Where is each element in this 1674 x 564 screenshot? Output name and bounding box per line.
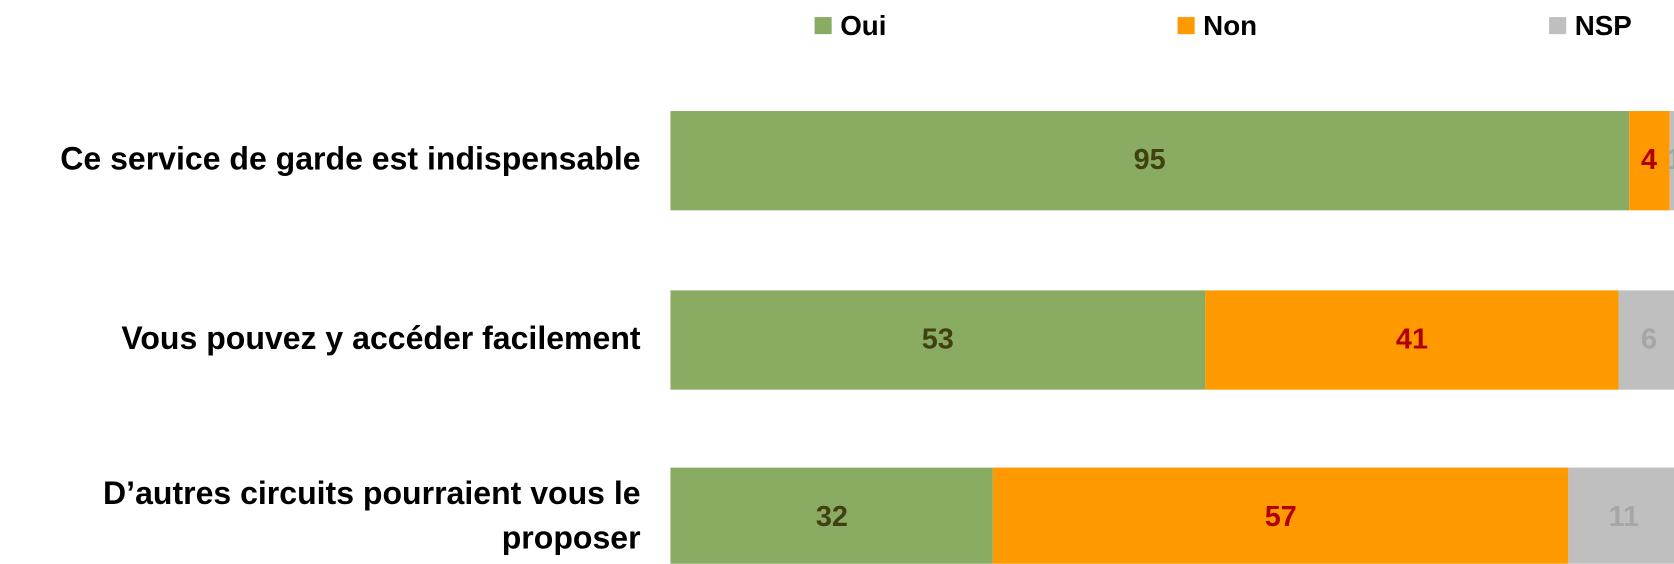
legend-label: Oui: [840, 9, 887, 42]
data-label: 95: [1133, 143, 1166, 176]
bar-segment: [1568, 467, 1674, 564]
data-label: 57: [1264, 500, 1297, 533]
category-label: Vous pouvez y accéder facilement: [121, 321, 641, 357]
category-label: D’autres circuits pourraient vous le pro…: [103, 476, 641, 557]
bar-segment: [1669, 110, 1674, 210]
bar-segment: [1628, 110, 1670, 210]
legend-swatch: [1177, 17, 1195, 35]
data-label: 1: [1666, 144, 1674, 177]
data-label: 32: [815, 500, 848, 533]
bar-segment: [1205, 289, 1619, 390]
legend-swatch: [814, 17, 832, 35]
legend-swatch: [1549, 17, 1567, 35]
bar-segment: [670, 289, 1206, 390]
bar-segment: [993, 467, 1569, 564]
bar-segment: [670, 467, 994, 564]
bar-segment: [670, 110, 1629, 210]
data-label: 6: [1641, 322, 1658, 355]
data-label: 4: [1641, 143, 1658, 176]
data-label: 41: [1395, 322, 1429, 355]
data-label: 11: [1608, 500, 1640, 533]
bar-segment: [1618, 289, 1674, 390]
category-label: Ce service de garde est indispensable: [60, 141, 641, 178]
legend-label: Non: [1203, 9, 1258, 42]
data-label: 53: [921, 322, 954, 355]
legend-label: NSP: [1574, 9, 1632, 42]
